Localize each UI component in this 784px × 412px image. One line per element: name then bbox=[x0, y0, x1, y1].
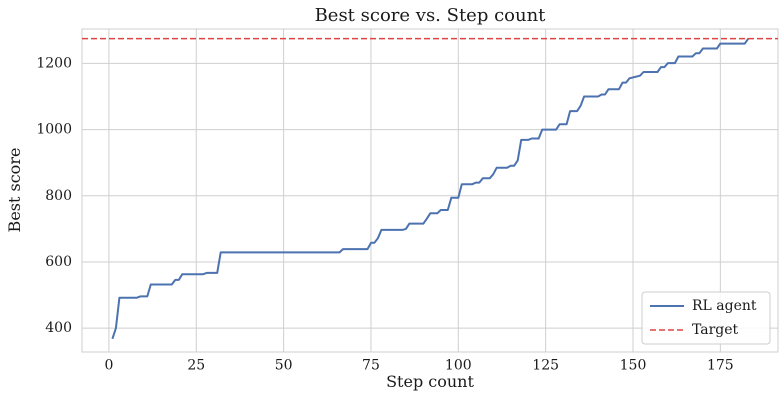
legend: RL agent Target bbox=[641, 291, 771, 345]
y-tick-label-1200: 1200 bbox=[36, 55, 72, 71]
y-tick-label-800: 800 bbox=[45, 188, 72, 204]
legend-label-rl-agent: RL agent bbox=[692, 298, 757, 314]
y-tick-label-1000: 1000 bbox=[36, 122, 72, 138]
chart-title: Best score vs. Step count bbox=[315, 5, 547, 26]
x-axis-label: Step count bbox=[386, 372, 474, 391]
series-layer bbox=[82, 37, 778, 340]
tick-layer: 0 25 50 75 100 125 150 175 400 600 800 1000 1200 bbox=[36, 55, 733, 373]
legend-label-target: Target bbox=[692, 322, 739, 338]
x-tick-label-150: 150 bbox=[620, 358, 647, 374]
y-tick-label-400: 400 bbox=[45, 320, 72, 336]
x-tick-label-25: 25 bbox=[187, 358, 205, 374]
x-tick-label-100: 100 bbox=[445, 358, 472, 374]
x-tick-label-175: 175 bbox=[707, 358, 734, 374]
x-tick-label-50: 50 bbox=[275, 358, 293, 374]
series-line-rl-agent bbox=[111, 38, 750, 340]
x-tick-label-125: 125 bbox=[532, 358, 559, 374]
plot-frame bbox=[81, 28, 779, 353]
y-tick-label-600: 600 bbox=[45, 254, 72, 270]
x-tick-label-75: 75 bbox=[362, 358, 380, 374]
grid-layer bbox=[82, 29, 778, 352]
x-tick-label-0: 0 bbox=[104, 358, 113, 374]
y-axis-label: Best score bbox=[5, 148, 24, 233]
